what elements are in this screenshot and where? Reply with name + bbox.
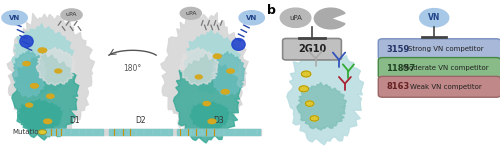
Text: VN: VN xyxy=(246,15,258,21)
Bar xyxy=(46,129,104,135)
Bar xyxy=(46,129,261,135)
Polygon shape xyxy=(161,12,248,139)
Polygon shape xyxy=(212,52,245,96)
Polygon shape xyxy=(12,24,74,94)
Circle shape xyxy=(180,7,202,19)
Circle shape xyxy=(239,11,264,25)
Circle shape xyxy=(55,69,62,73)
Ellipse shape xyxy=(232,38,245,50)
Circle shape xyxy=(61,9,82,21)
FancyBboxPatch shape xyxy=(282,38,342,60)
Text: uPA: uPA xyxy=(185,11,196,16)
Circle shape xyxy=(30,84,38,88)
Circle shape xyxy=(26,103,32,107)
Circle shape xyxy=(2,11,28,25)
Circle shape xyxy=(46,94,54,98)
Circle shape xyxy=(299,86,308,92)
Circle shape xyxy=(420,9,449,27)
Polygon shape xyxy=(287,43,364,145)
Polygon shape xyxy=(12,51,79,140)
FancyBboxPatch shape xyxy=(378,39,500,60)
Wedge shape xyxy=(314,8,345,29)
Circle shape xyxy=(214,54,222,58)
Bar xyxy=(108,129,172,135)
Text: b: b xyxy=(268,4,276,17)
Polygon shape xyxy=(7,12,94,139)
Text: VN: VN xyxy=(428,13,440,22)
Circle shape xyxy=(222,90,229,94)
Text: uPA: uPA xyxy=(66,12,78,17)
Text: VN: VN xyxy=(9,15,20,21)
Bar xyxy=(178,129,260,135)
Polygon shape xyxy=(18,99,62,131)
Text: Moderate VN competitor: Moderate VN competitor xyxy=(403,65,489,71)
Circle shape xyxy=(208,119,216,124)
Circle shape xyxy=(280,8,311,27)
Circle shape xyxy=(23,62,30,66)
Circle shape xyxy=(38,130,46,134)
Circle shape xyxy=(227,69,234,73)
Circle shape xyxy=(196,75,202,79)
Text: 180°: 180° xyxy=(124,64,142,73)
Polygon shape xyxy=(174,54,240,143)
Ellipse shape xyxy=(20,36,33,47)
Polygon shape xyxy=(190,101,229,130)
Text: 8163: 8163 xyxy=(386,82,409,91)
Polygon shape xyxy=(184,30,240,94)
Circle shape xyxy=(38,48,46,53)
Text: Strong VN competitor: Strong VN competitor xyxy=(408,46,484,52)
Text: D3: D3 xyxy=(214,116,224,125)
Circle shape xyxy=(203,102,210,106)
Polygon shape xyxy=(36,47,76,85)
Text: Mutation: Mutation xyxy=(12,129,43,135)
Text: 2G10: 2G10 xyxy=(298,44,326,54)
Circle shape xyxy=(306,101,314,106)
FancyBboxPatch shape xyxy=(378,58,500,78)
Text: uPA: uPA xyxy=(289,15,302,21)
Text: Weak VN competitor: Weak VN competitor xyxy=(410,84,482,90)
FancyBboxPatch shape xyxy=(378,76,500,97)
Text: D1: D1 xyxy=(70,116,80,125)
Text: 3159: 3159 xyxy=(386,45,409,54)
Text: 11857: 11857 xyxy=(386,63,414,73)
Polygon shape xyxy=(12,50,46,98)
Text: D2: D2 xyxy=(135,116,145,125)
Circle shape xyxy=(310,116,318,121)
Circle shape xyxy=(302,71,311,77)
Polygon shape xyxy=(180,47,218,85)
Polygon shape xyxy=(297,82,346,130)
Circle shape xyxy=(44,119,52,124)
